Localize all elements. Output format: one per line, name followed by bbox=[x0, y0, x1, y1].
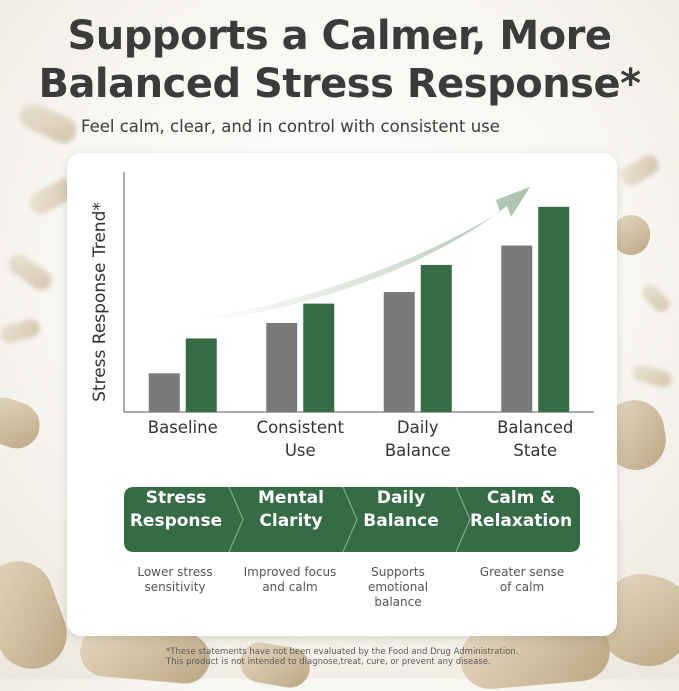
bar-green-0 bbox=[185, 338, 217, 412]
process-step-1 bbox=[229, 487, 357, 552]
bar-gray-0 bbox=[148, 373, 180, 412]
chevron-divider-1 bbox=[342, 486, 358, 553]
bar-green-2 bbox=[420, 264, 452, 412]
bar-green-1 bbox=[303, 303, 335, 412]
trend-arrow bbox=[200, 187, 530, 322]
disclaimer-line1: *These statements have not been evaluate… bbox=[166, 647, 519, 657]
step-label-daily-balance: Daily Balance bbox=[363, 488, 439, 531]
process-step-2 bbox=[343, 487, 470, 552]
x-tick-label: Balanced State bbox=[497, 418, 573, 460]
process-step-3 bbox=[456, 487, 580, 552]
x-tick-label: Consistent Use bbox=[257, 418, 345, 460]
bar-green-3 bbox=[538, 206, 570, 412]
step-label-mental-clarity: Mental Clarity bbox=[258, 488, 324, 531]
page-subtitle: Feel calm, clear, and in control with co… bbox=[81, 117, 500, 136]
chevron-divider-0 bbox=[228, 486, 244, 553]
page-title-line1: Supports a Calmer, More bbox=[67, 13, 612, 59]
bar-gray-2 bbox=[383, 292, 415, 412]
step-desc-daily-balance: Supports emotional balance bbox=[367, 565, 429, 609]
step-label-calm-relaxation: Calm & Relaxation bbox=[469, 488, 573, 531]
page-title-line2: Balanced Stress Response* bbox=[38, 61, 641, 107]
step-desc-stress-response: Lower stress sensitivity bbox=[137, 565, 213, 594]
bar-gray-1 bbox=[266, 322, 298, 412]
y-axis-label: Stress Response Trend* bbox=[90, 202, 110, 402]
chevron-divider-2 bbox=[455, 486, 471, 553]
x-tick-label: Daily Balance bbox=[385, 418, 451, 460]
disclaimer-footnote: *These statements have not been evaluate… bbox=[166, 647, 546, 667]
step-desc-calm-relaxation: Greater sense of calm bbox=[479, 565, 565, 594]
step-label-stress-response: Stress Response bbox=[129, 488, 223, 531]
disclaimer-line2: This product is not intended to diagnose… bbox=[166, 657, 491, 667]
bar-gray-3 bbox=[501, 245, 533, 412]
page-title: Supports a Calmer, More Balanced Stress … bbox=[0, 12, 679, 108]
x-tick-label: Baseline bbox=[148, 418, 218, 437]
process-step-0 bbox=[124, 487, 243, 552]
step-desc-mental-clarity: Improved focus and calm bbox=[243, 565, 337, 594]
